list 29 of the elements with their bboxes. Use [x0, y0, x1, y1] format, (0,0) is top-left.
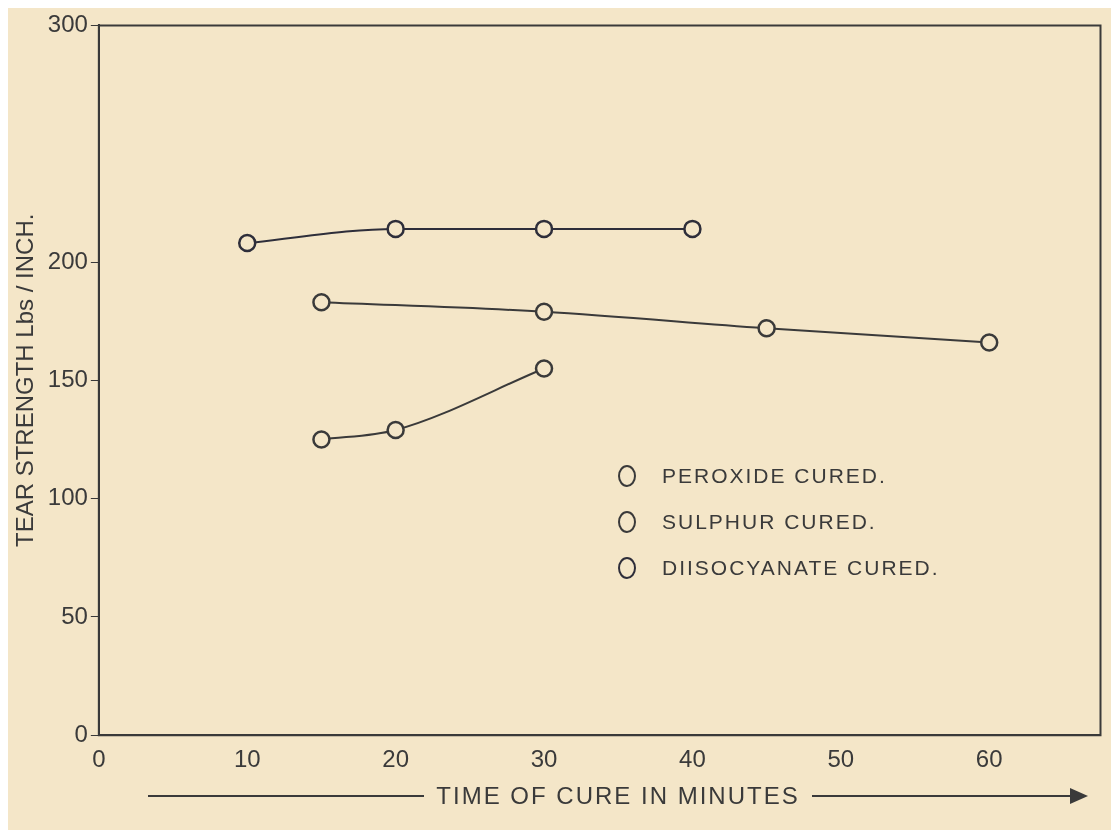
- legend-label: SULPHUR CURED.: [662, 510, 877, 534]
- x-tick-label: 30: [530, 745, 558, 773]
- y-tick-label: 150: [47, 364, 88, 392]
- x-tick-label: 50: [827, 745, 855, 773]
- point: [534, 302, 554, 321]
- x-tick-label: 60: [975, 745, 1003, 773]
- point: [312, 292, 331, 312]
- point: [979, 333, 999, 352]
- y-tick-label: 300: [47, 10, 88, 38]
- x-tick-label: 0: [92, 745, 106, 773]
- y-tick-label: 50: [61, 601, 88, 629]
- y-tick-label: 200: [47, 246, 88, 274]
- point: [386, 219, 405, 239]
- point: [534, 219, 554, 239]
- point: [534, 359, 554, 378]
- y-axis-title: TEAR STRENGTH Lbs / INCH.: [11, 213, 39, 547]
- point: [237, 233, 257, 253]
- point: [386, 420, 405, 440]
- y-tick-label: 100: [47, 483, 88, 511]
- point: [312, 430, 331, 449]
- legend-label: DIISOCYANATE CURED.: [662, 556, 940, 580]
- x-tick-label: 20: [382, 745, 409, 773]
- legend-label: PEROXIDE CURED.: [662, 464, 887, 488]
- x-tick-label: 40: [679, 745, 706, 773]
- y-tick-label: 0: [74, 719, 88, 747]
- x-axis-title: TIME OF CURE IN MINUTES: [436, 782, 800, 810]
- point: [757, 319, 776, 338]
- x-tick-label: 10: [233, 745, 261, 773]
- point: [683, 219, 702, 239]
